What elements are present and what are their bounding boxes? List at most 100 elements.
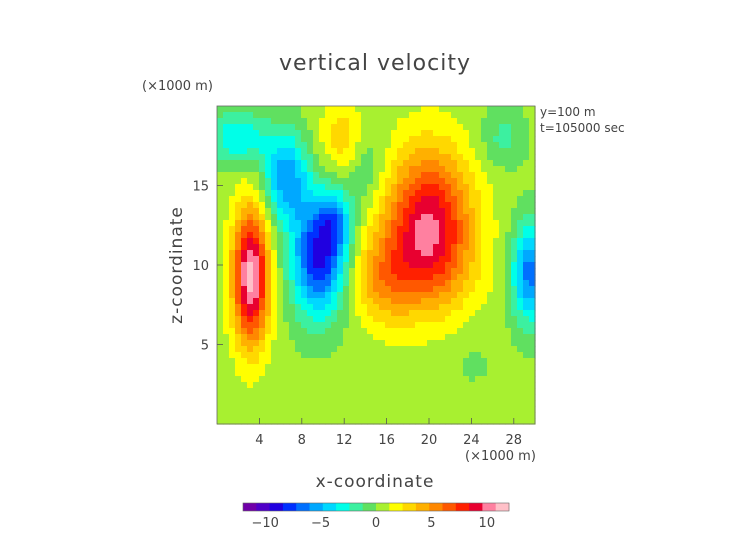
heatmap-cell — [457, 400, 464, 407]
heatmap-cell — [505, 292, 512, 299]
heatmap-cell — [307, 376, 314, 383]
colorbar-swatch — [309, 503, 324, 511]
heatmap-cell — [445, 178, 452, 185]
heatmap-cell — [343, 148, 350, 155]
heatmap-cell — [217, 106, 224, 113]
heatmap-cell — [409, 352, 416, 359]
heatmap-cell — [409, 286, 416, 293]
heatmap-cell — [241, 400, 248, 407]
heatmap-cell — [217, 232, 224, 239]
heatmap-cell — [451, 382, 458, 389]
heatmap-cell — [481, 214, 488, 221]
heatmap-cell — [373, 388, 380, 395]
heatmap-cell — [433, 130, 440, 137]
heatmap-cell — [457, 130, 464, 137]
heatmap-cell — [229, 130, 236, 137]
heatmap-cell — [397, 172, 404, 179]
heatmap-cell — [295, 340, 302, 347]
heatmap-cell — [331, 418, 338, 425]
heatmap-cell — [307, 124, 314, 131]
heatmap-cell — [505, 304, 512, 311]
heatmap-cell — [241, 304, 248, 311]
heatmap-cell — [385, 334, 392, 341]
heatmap-cell — [499, 160, 506, 167]
heatmap-cell — [319, 250, 326, 257]
heatmap-cell — [325, 136, 332, 143]
heatmap-cell — [397, 388, 404, 395]
heatmap-cell — [529, 196, 536, 203]
heatmap-cell — [325, 346, 332, 353]
heatmap-cell — [451, 160, 458, 167]
heatmap-cell — [445, 334, 452, 341]
heatmap-cell — [241, 136, 248, 143]
heatmap-cell — [277, 238, 284, 245]
info-line-t: t=105000 sec — [540, 121, 625, 135]
heatmap-cell — [337, 190, 344, 197]
heatmap-cell — [469, 208, 476, 215]
heatmap-cell — [427, 106, 434, 113]
heatmap-cell — [343, 190, 350, 197]
heatmap-cell — [319, 214, 326, 221]
heatmap-cell — [415, 262, 422, 269]
heatmap-cell — [391, 136, 398, 143]
heatmap-cell — [487, 208, 494, 215]
heatmap-cell — [229, 172, 236, 179]
heatmap-cell — [469, 286, 476, 293]
heatmap-cell — [265, 214, 272, 221]
heatmap-cell — [325, 166, 332, 173]
heatmap-cell — [355, 370, 362, 377]
heatmap-cell — [331, 172, 338, 179]
heatmap-cell — [499, 130, 506, 137]
heatmap-cell — [283, 196, 290, 203]
heatmap-cell — [523, 382, 530, 389]
heatmap-cell — [403, 184, 410, 191]
heatmap-cell — [457, 244, 464, 251]
heatmap-cell — [241, 256, 248, 263]
heatmap-cell — [445, 238, 452, 245]
heatmap-cell — [247, 406, 254, 413]
heatmap-cell — [493, 124, 500, 131]
heatmap-cell — [391, 298, 398, 305]
heatmap-cell — [421, 382, 428, 389]
heatmap-cell — [355, 238, 362, 245]
heatmap-cell — [241, 382, 248, 389]
heatmap-cell — [301, 202, 308, 209]
heatmap-cell — [349, 304, 356, 311]
heatmap-cell — [487, 196, 494, 203]
heatmap-cell — [427, 304, 434, 311]
heatmap-cell — [355, 262, 362, 269]
heatmap-cell — [295, 172, 302, 179]
heatmap-cell — [427, 406, 434, 413]
heatmap-cell — [463, 112, 470, 119]
heatmap-cell — [469, 202, 476, 209]
heatmap-cell — [367, 226, 374, 233]
heatmap-cell — [271, 418, 278, 425]
heatmap-cell — [319, 166, 326, 173]
heatmap-cell — [253, 184, 260, 191]
heatmap-cell — [511, 106, 518, 113]
heatmap-cell — [439, 238, 446, 245]
heatmap-cell — [481, 268, 488, 275]
heatmap-cell — [265, 346, 272, 353]
heatmap-cell — [379, 394, 386, 401]
heatmap-cell — [481, 142, 488, 149]
heatmap-cell — [307, 220, 314, 227]
heatmap-cell — [427, 370, 434, 377]
heatmap-cell — [463, 178, 470, 185]
heatmap-cell — [517, 388, 524, 395]
heatmap-cell — [247, 142, 254, 149]
heatmap-cell — [487, 142, 494, 149]
heatmap-cell — [493, 358, 500, 365]
heatmap-cell — [343, 406, 350, 413]
heatmap-cell — [379, 166, 386, 173]
heatmap-cell — [511, 382, 518, 389]
heatmap-cell — [511, 364, 518, 371]
heatmap-cell — [325, 418, 332, 425]
heatmap-cell — [457, 358, 464, 365]
heatmap-cell — [481, 406, 488, 413]
heatmap-cell — [307, 238, 314, 245]
heatmap-cell — [247, 364, 254, 371]
heatmap-cell — [523, 244, 530, 251]
heatmap-cell — [517, 358, 524, 365]
heatmap-cell — [499, 178, 506, 185]
